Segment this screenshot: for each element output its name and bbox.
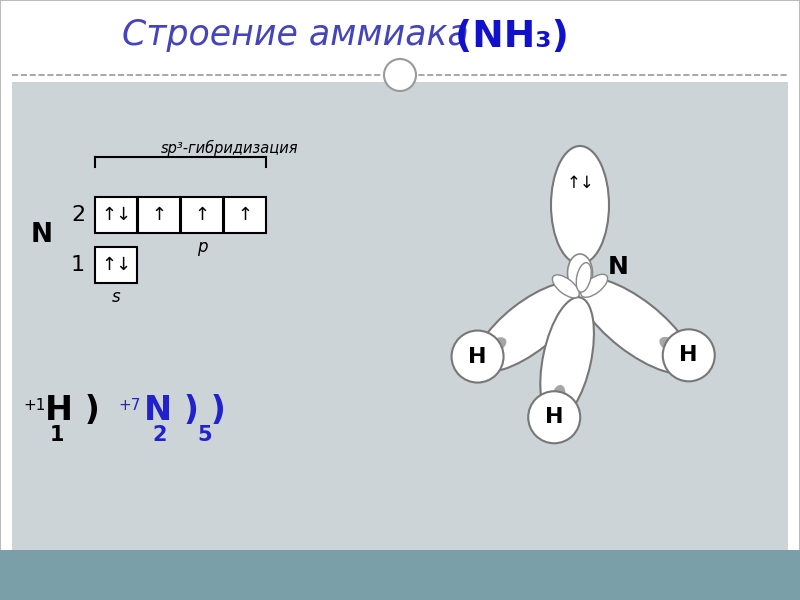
Text: ↑↓: ↑↓ <box>566 174 594 192</box>
Ellipse shape <box>578 278 693 374</box>
Ellipse shape <box>552 275 579 298</box>
Ellipse shape <box>486 337 506 353</box>
Text: 2: 2 <box>71 205 85 225</box>
Text: ↑: ↑ <box>151 206 166 224</box>
Text: +7: +7 <box>119 397 141 413</box>
FancyBboxPatch shape <box>181 197 223 233</box>
Text: H ): H ) <box>45 394 99 427</box>
FancyBboxPatch shape <box>0 550 800 600</box>
Text: H: H <box>679 346 698 365</box>
Text: 2: 2 <box>153 425 167 445</box>
Ellipse shape <box>581 274 608 297</box>
Ellipse shape <box>551 146 609 264</box>
FancyBboxPatch shape <box>138 197 180 233</box>
FancyBboxPatch shape <box>95 247 137 283</box>
Ellipse shape <box>552 385 566 407</box>
Text: s: s <box>112 288 120 306</box>
FancyBboxPatch shape <box>224 197 266 233</box>
Text: N: N <box>607 255 629 279</box>
Text: 5: 5 <box>198 425 212 445</box>
Text: N ) ): N ) ) <box>144 394 226 427</box>
FancyBboxPatch shape <box>12 82 788 550</box>
Text: p: p <box>197 238 207 256</box>
Text: H: H <box>545 407 563 427</box>
Text: N: N <box>31 222 53 248</box>
Text: 1: 1 <box>50 425 64 445</box>
Text: H: H <box>468 347 487 367</box>
Circle shape <box>451 331 503 383</box>
Text: (NH₃): (NH₃) <box>442 19 569 55</box>
Circle shape <box>662 329 714 382</box>
Text: ↑↓: ↑↓ <box>101 256 131 274</box>
Ellipse shape <box>540 297 594 420</box>
Text: ↑: ↑ <box>238 206 253 224</box>
Text: Строение аммиака: Строение аммиака <box>122 18 468 52</box>
Text: sp³-гибридизация: sp³-гибридизация <box>162 140 298 156</box>
Text: +1: +1 <box>24 397 46 413</box>
Ellipse shape <box>475 283 582 371</box>
Ellipse shape <box>576 263 591 292</box>
Text: ↑↓: ↑↓ <box>101 206 131 224</box>
Text: 1: 1 <box>71 255 85 275</box>
Circle shape <box>528 391 580 443</box>
Text: ↑: ↑ <box>194 206 210 224</box>
FancyBboxPatch shape <box>95 197 137 233</box>
Ellipse shape <box>567 254 593 292</box>
Ellipse shape <box>659 337 680 352</box>
Circle shape <box>384 59 416 91</box>
